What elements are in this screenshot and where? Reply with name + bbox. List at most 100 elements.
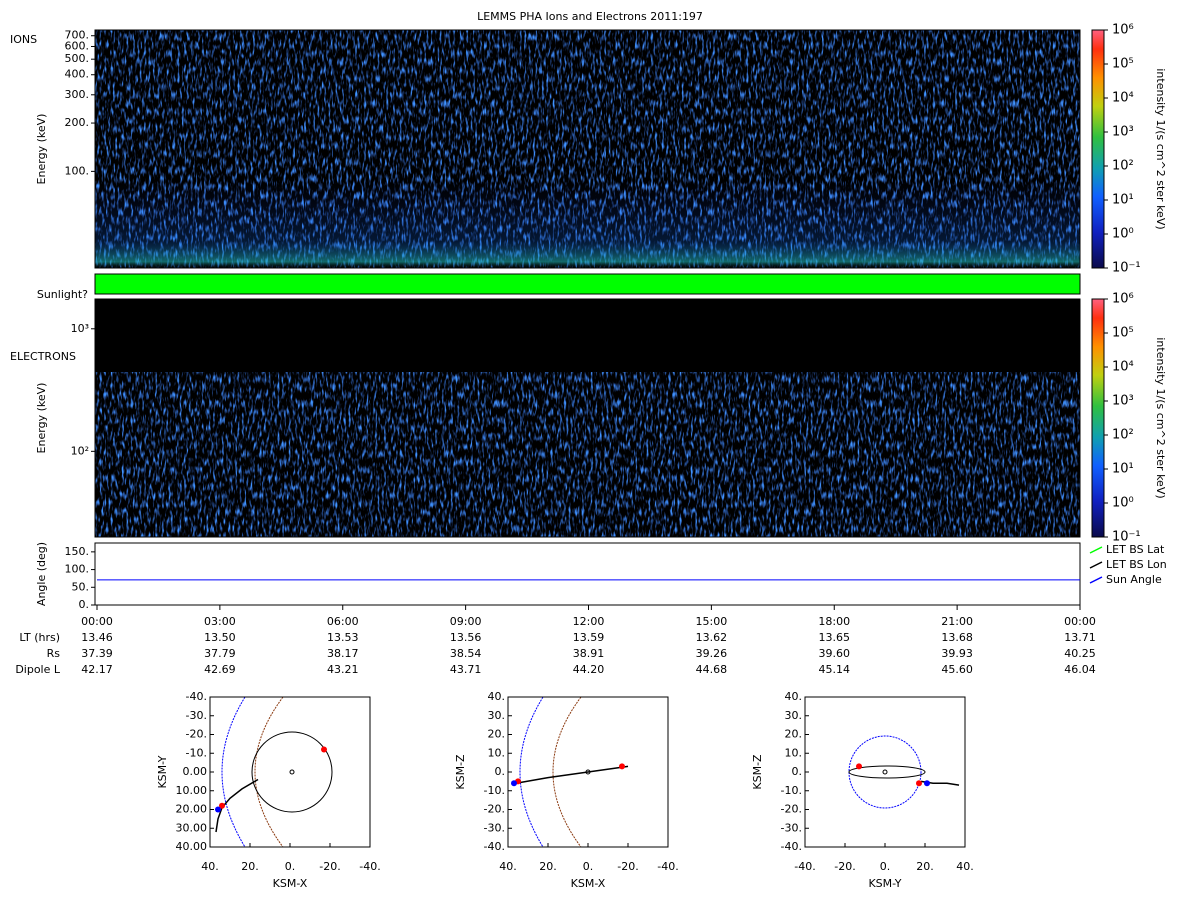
- legend-swatch: [1089, 561, 1103, 569]
- ephemeris-value: 44.20: [573, 663, 605, 676]
- colorbar-tick-label: 10⁵: [1112, 57, 1134, 72]
- ephemeris-value: 45.60: [941, 663, 973, 676]
- trajectory: [515, 765, 629, 784]
- ephemeris-value: 39.93: [941, 647, 973, 660]
- legend-swatch: [1089, 576, 1103, 584]
- x-tick-label: 40.: [201, 860, 219, 873]
- y-axis-label: KSM-Z: [454, 754, 467, 790]
- position-marker: [511, 780, 517, 787]
- x-tick-label: 40.: [499, 860, 517, 873]
- plot-frame: [94, 298, 1081, 538]
- colorbar-tick-label: 10⁴: [1112, 360, 1134, 375]
- x-tick-label: 40.: [956, 860, 974, 873]
- x-tick-label: 09:00: [450, 615, 482, 628]
- y-tick-label: 700.: [65, 29, 90, 42]
- flag-label: Sunlight?: [37, 288, 88, 301]
- colorbar-tick-label: 10⁻¹: [1112, 530, 1141, 545]
- y-tick-label: 10²: [71, 444, 89, 457]
- position-marker: [856, 763, 862, 770]
- colorbar-tick-label: 10⁰: [1112, 227, 1134, 242]
- x-axis-label: KSM-Y: [868, 877, 901, 890]
- row-label: LT (hrs): [19, 631, 60, 644]
- ephemeris-value: 43.71: [450, 663, 482, 676]
- y-tick-label: 20.: [785, 728, 803, 741]
- ephemeris-value: 37.39: [81, 647, 113, 660]
- ephemeris-value: 46.04: [1064, 663, 1096, 676]
- ephemeris-value: 13.56: [450, 631, 482, 644]
- ephemeris-value: 43.21: [327, 663, 359, 676]
- y-axis-label: KSM-Y: [156, 755, 169, 788]
- y-tick-label: 20.00: [176, 803, 208, 816]
- colorbar-label: intensity 1/(s cm^2 ster keV): [1154, 68, 1167, 229]
- y-tick-label: 300.: [65, 88, 90, 101]
- y-tick-label: 10.: [785, 746, 803, 759]
- electron-texture: [95, 372, 1080, 537]
- colorbar-label: intensity 1/(s cm^2 ster keV): [1154, 337, 1167, 498]
- y-tick-label: 0.00: [183, 765, 208, 778]
- y-tick-label: -20.: [484, 803, 505, 816]
- colorbar-tick-label: 10⁶: [1112, 23, 1134, 38]
- ephemeris-value: 44.68: [696, 663, 728, 676]
- y-axis-label: Angle (deg): [35, 542, 48, 606]
- x-tick-label: 0.: [880, 860, 891, 873]
- x-axis-label: KSM-X: [273, 877, 308, 890]
- plot-frame: [804, 696, 966, 848]
- y-tick-label: 400.: [65, 68, 90, 81]
- y-tick-label: 30.: [785, 709, 803, 722]
- legend-swatch: [1089, 546, 1103, 554]
- x-tick-label: 03:00: [204, 615, 236, 628]
- legend-label: Sun Angle: [1106, 573, 1162, 586]
- x-tick-label: 12:00: [573, 615, 605, 628]
- y-tick-label: -20.: [781, 803, 802, 816]
- row-label: Rs: [47, 647, 61, 660]
- ephemeris-value: 13.62: [696, 631, 728, 644]
- y-tick-label: 40.00: [176, 840, 208, 853]
- y-tick-label: -10.: [484, 784, 505, 797]
- y-tick-label: 0.: [79, 598, 90, 611]
- position-marker: [219, 802, 225, 809]
- y-tick-label: -30.: [484, 821, 505, 834]
- legend-label: LET BS Lon: [1106, 558, 1167, 571]
- colorbar-tick-label: 10¹: [1112, 462, 1134, 477]
- legend-label: LET BS Lat: [1106, 543, 1165, 556]
- colorbar-tick-label: 10⁶: [1112, 292, 1134, 307]
- ephemeris-value: 39.60: [819, 647, 851, 660]
- ephemeris-value: 45.14: [819, 663, 851, 676]
- y-tick-label: 200.: [65, 116, 90, 129]
- panel-label: IONS: [10, 33, 37, 46]
- row-label: Dipole L: [15, 663, 61, 676]
- ephemeris-value: 13.53: [327, 631, 359, 644]
- y-tick-label: 40.: [488, 690, 506, 703]
- y-tick-label: 20.: [488, 728, 506, 741]
- x-tick-label: 20.: [241, 860, 259, 873]
- y-tick-label: 10³: [71, 322, 89, 335]
- y-tick-label: 40.: [785, 690, 803, 703]
- ephemeris-value: 13.71: [1064, 631, 1096, 644]
- y-axis-label: Energy (keV): [35, 383, 48, 454]
- x-tick-label: -20.: [834, 860, 855, 873]
- position-marker: [619, 763, 625, 770]
- x-tick-label: 06:00: [327, 615, 359, 628]
- position-marker: [924, 780, 930, 787]
- x-tick-label: -40.: [657, 860, 678, 873]
- x-tick-label: 21:00: [941, 615, 973, 628]
- y-axis-label: Energy (keV): [35, 114, 48, 185]
- y-tick-label: 100.: [65, 164, 90, 177]
- y-tick-label: 30.: [488, 709, 506, 722]
- x-tick-label: -20.: [319, 860, 340, 873]
- trajectory: [215, 778, 259, 833]
- y-axis-label: KSM-Z: [751, 754, 764, 790]
- y-tick-label: 30.00: [176, 821, 208, 834]
- colorbar: [1091, 298, 1105, 538]
- colorbar-tick-label: 10⁴: [1112, 91, 1134, 106]
- y-tick-label: -40.: [186, 690, 207, 703]
- x-tick-label: 0.: [285, 860, 296, 873]
- colorbar-tick-label: 10²: [1112, 159, 1134, 174]
- ephemeris-value: 38.54: [450, 647, 482, 660]
- colorbar-tick-label: 10⁵: [1112, 326, 1134, 341]
- plot-frame: [94, 542, 1081, 606]
- ephemeris-value: 40.25: [1064, 647, 1096, 660]
- colorbar-tick-label: 10²: [1112, 428, 1134, 443]
- y-tick-label: 150.: [65, 545, 90, 558]
